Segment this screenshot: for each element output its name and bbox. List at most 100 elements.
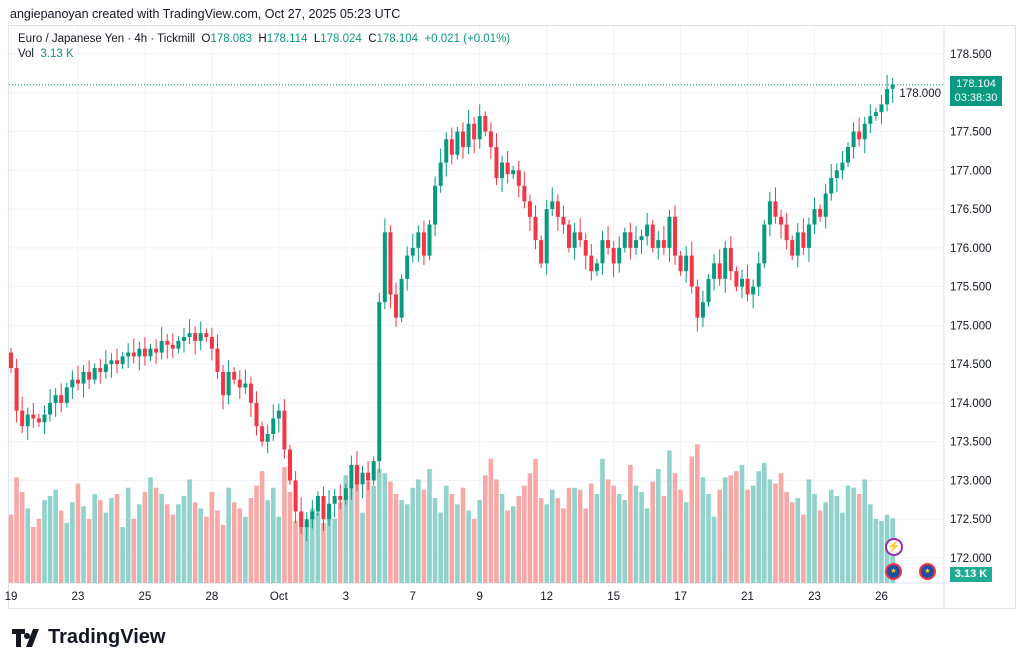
- candle-body: [868, 116, 873, 124]
- volume-bar: [862, 479, 868, 583]
- candle-body: [762, 224, 767, 264]
- candle-body: [75, 379, 80, 384]
- candle-body: [120, 356, 125, 365]
- eu-event-icon[interactable]: ★: [919, 563, 936, 580]
- volume-bar: [801, 514, 806, 583]
- candle-body: [572, 232, 577, 248]
- time-tick: 17: [674, 591, 687, 603]
- candle-body: [260, 426, 265, 442]
- candle-body: [594, 263, 599, 272]
- volume-bar: [109, 498, 114, 583]
- candle-body: [628, 232, 633, 248]
- candle-body: [209, 337, 214, 349]
- volume-bar: [243, 516, 248, 583]
- candle-body: [382, 232, 387, 303]
- candle-body: [215, 348, 220, 372]
- volume-bar: [483, 475, 488, 583]
- candle-body: [472, 123, 477, 140]
- volume-bar: [594, 493, 600, 583]
- candle-body: [137, 348, 142, 357]
- candle-body: [840, 162, 845, 171]
- candle-body: [176, 340, 181, 349]
- candle-body: [511, 170, 516, 175]
- price-tick: 172.000: [950, 553, 992, 565]
- candle-body: [667, 216, 672, 248]
- volume-bar: [650, 481, 655, 583]
- high-label: H: [258, 33, 267, 45]
- candle-body: [555, 201, 560, 217]
- symbol-title[interactable]: Euro / Japanese Yen · 4h · Tickmill: [18, 33, 196, 45]
- candle-body: [516, 170, 521, 186]
- volume-bar: [812, 493, 817, 583]
- candle-body: [633, 240, 638, 248]
- candle-body: [734, 271, 739, 287]
- candle-body: [299, 511, 304, 527]
- candle-body: [248, 383, 253, 403]
- candle-body: [64, 387, 69, 403]
- volume-bar: [577, 489, 583, 583]
- candle-body: [159, 340, 164, 353]
- eu-event-icon[interactable]: ★: [885, 563, 902, 580]
- candle-body: [483, 116, 488, 132]
- volume-bar: [53, 489, 58, 583]
- chart-frame: [8, 25, 1016, 609]
- volume-bar: [421, 489, 427, 583]
- volume-bar: [745, 489, 750, 583]
- candle-body: [115, 360, 120, 365]
- volume-bar: [159, 493, 164, 583]
- volume-bar: [706, 493, 711, 583]
- bar-countdown: 03:38:30: [954, 92, 998, 104]
- candle-body: [421, 232, 426, 256]
- tradingview-logo[interactable]: TradingView: [12, 626, 165, 649]
- time-tick: 3: [343, 591, 349, 603]
- volume-bar: [58, 510, 64, 583]
- open-value: 178.083: [210, 33, 252, 45]
- volume-bar: [114, 493, 120, 583]
- volume-bar: [845, 485, 851, 583]
- price-tick: 173.500: [950, 437, 992, 449]
- candle-body: [795, 232, 800, 256]
- volume-bar: [31, 527, 36, 583]
- candle-body: [527, 201, 532, 217]
- volume-bar: [667, 450, 672, 583]
- volume-bar: [86, 518, 92, 583]
- candle-body: [751, 286, 756, 295]
- candle-body: [193, 333, 198, 341]
- candle-body: [706, 278, 711, 303]
- price-tick: 175.000: [950, 320, 992, 332]
- candle-body: [739, 278, 744, 287]
- volume-bars: [8, 444, 895, 583]
- volume-bar: [717, 489, 722, 583]
- candle-body: [360, 472, 365, 485]
- volume-bar: [298, 512, 304, 583]
- flash-event-icon[interactable]: ⚡: [885, 538, 903, 556]
- volume-bar: [756, 471, 762, 583]
- candle-body: [846, 147, 850, 163]
- volume-bar: [784, 491, 789, 583]
- volume-bar: [466, 510, 471, 583]
- volume-bar: [148, 477, 153, 583]
- volume-bar: [293, 520, 298, 583]
- volume-bar: [8, 514, 14, 583]
- time-tick: 21: [741, 591, 754, 603]
- volume-value: 3.13 K: [40, 48, 74, 60]
- volume-bar: [198, 508, 204, 583]
- volume-bar: [382, 473, 388, 583]
- price-tick: 176.000: [950, 243, 992, 255]
- volume-bar: [204, 516, 209, 583]
- candle-body: [873, 112, 878, 117]
- volume-bar: [103, 512, 109, 583]
- volume-bar: [92, 493, 97, 583]
- volume-bar: [589, 483, 594, 583]
- candle-body: [684, 255, 689, 272]
- volume-bar: [304, 522, 310, 583]
- candle-body: [829, 178, 834, 194]
- candle-body: [756, 263, 761, 287]
- candle-body: [890, 84, 895, 89]
- candle-body: [87, 371, 92, 380]
- volume-bar: [834, 496, 840, 583]
- candle-body: [310, 511, 315, 520]
- candle-body: [48, 402, 53, 415]
- candle-body: [745, 278, 750, 295]
